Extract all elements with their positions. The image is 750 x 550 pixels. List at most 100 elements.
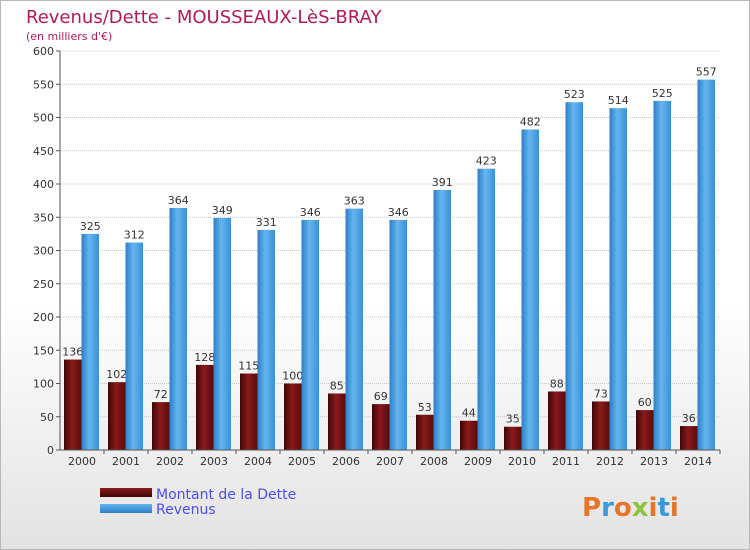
logo-text: Proxiti: [582, 493, 679, 523]
bar-revenus: [125, 242, 143, 450]
y-tick-label: 150: [33, 344, 54, 357]
bar-dette: [152, 402, 170, 450]
x-tick-label: 2000: [68, 455, 96, 468]
legend-label-revenus: Revenus: [156, 502, 216, 518]
value-label-dette: 36: [682, 412, 696, 425]
legend-label-debt: Montant de la Dette: [156, 487, 296, 503]
value-label-dette: 69: [374, 390, 388, 403]
x-tick-label: 2004: [244, 455, 272, 468]
value-label-revenus: 482: [520, 115, 541, 128]
logo-letter: i: [649, 493, 658, 523]
bar-dette: [108, 382, 126, 450]
value-label-revenus: 525: [652, 87, 673, 100]
y-tick-label: 550: [33, 78, 54, 91]
bar-dette: [284, 383, 302, 450]
chart-title: Revenus/Dette - MOUSSEAUX-LèS-BRAY: [26, 7, 382, 28]
x-tick-label: 2009: [464, 455, 492, 468]
y-tick-label: 100: [33, 378, 54, 391]
y-tick-label: 300: [33, 245, 54, 258]
value-label-dette: 85: [330, 379, 344, 392]
bar-dette: [64, 359, 82, 450]
value-label-revenus: 331: [256, 216, 277, 229]
bar-revenus: [609, 108, 627, 450]
x-tick-label: 2014: [684, 455, 712, 468]
value-label-dette: 35: [506, 413, 520, 426]
logo-letter: i: [670, 493, 679, 523]
value-label-dette: 72: [154, 388, 168, 401]
x-axis: 2000 2001 2002 2003 2004 2005 2006 2007 2008 2009…: [60, 449, 721, 468]
value-label-dette: 44: [462, 407, 476, 420]
y-tick-label: 0: [47, 444, 54, 457]
bar-revenus: [477, 168, 495, 450]
value-label-revenus: 363: [344, 195, 365, 208]
bar-revenus: [521, 129, 539, 450]
bar-dette: [460, 420, 478, 450]
x-tick-label: 2006: [332, 455, 360, 468]
value-label-revenus: 423: [476, 155, 497, 168]
x-tick-label: 2001: [112, 455, 140, 468]
x-tick-label: 2002: [156, 455, 184, 468]
bar-dette: [592, 401, 610, 450]
bar-revenus: [257, 229, 275, 450]
bar-revenus: [653, 100, 671, 450]
bar-dette: [372, 404, 390, 450]
logo-letter: P: [582, 493, 601, 523]
value-label-dette: 115: [238, 360, 259, 373]
value-label-revenus: 312: [124, 229, 145, 242]
bar-revenus: [433, 189, 451, 451]
bar-dette: [240, 373, 258, 450]
logo-letter: t: [657, 493, 669, 523]
legend-swatch-debt: [100, 488, 152, 497]
bar-revenus: [169, 207, 187, 450]
x-tick-label: 2010: [508, 455, 536, 468]
bar-dette: [636, 410, 654, 450]
y-tick-label: 500: [33, 112, 54, 125]
value-label-revenus: 346: [300, 206, 321, 219]
x-tick-label: 2013: [640, 455, 668, 468]
bar-dette: [196, 364, 214, 450]
bar-revenus: [697, 79, 715, 450]
x-tick-label: 2003: [200, 455, 228, 468]
x-tick-label: 2005: [288, 455, 316, 468]
value-label-revenus: 391: [432, 176, 453, 189]
bar-dette: [548, 391, 566, 450]
y-tick-label: 200: [33, 311, 54, 324]
value-label-revenus: 364: [168, 194, 189, 207]
bar-dette: [416, 414, 434, 450]
logo-letter: x: [632, 493, 649, 523]
bars: 1363251023127236412834911533110034685363…: [62, 66, 717, 451]
legend: Montant de la Dette Revenus: [100, 487, 296, 518]
value-label-revenus: 325: [80, 220, 101, 233]
value-label-dette: 128: [194, 351, 215, 364]
value-label-dette: 88: [550, 377, 564, 390]
bar-revenus: [389, 219, 407, 450]
logo-letter: o: [614, 493, 632, 523]
value-label-dette: 60: [638, 396, 652, 409]
bar-dette: [328, 393, 346, 450]
value-label-dette: 73: [594, 387, 608, 400]
proxiti-logo: Proxiti: [582, 493, 679, 523]
x-tick-label: 2011: [552, 455, 580, 468]
bar-revenus: [213, 217, 231, 450]
value-label-revenus: 346: [388, 206, 409, 219]
x-tick-label: 2012: [596, 455, 624, 468]
bar-dette: [680, 426, 698, 450]
y-tick-label: 250: [33, 278, 54, 291]
y-tick-label: 600: [33, 45, 54, 58]
y-tick-label: 350: [33, 211, 54, 224]
chart-subtitle: (en milliers d'€): [26, 30, 112, 43]
x-tick-label: 2008: [420, 455, 448, 468]
value-label-dette: 136: [62, 346, 83, 359]
x-tick-label: 2007: [376, 455, 404, 468]
value-label-dette: 53: [418, 401, 432, 414]
bar-revenus: [81, 233, 99, 450]
legend-swatch-revenus: [100, 504, 152, 513]
value-label-revenus: 523: [564, 88, 585, 101]
value-label-revenus: 349: [212, 204, 233, 217]
bar-revenus: [301, 219, 319, 450]
bar-dette: [504, 426, 522, 450]
value-label-revenus: 514: [608, 94, 629, 107]
y-axis: 0 50 100 150 200 250 300 350 400 450 500 550 600: [33, 45, 61, 457]
bar-revenus: [565, 102, 583, 450]
